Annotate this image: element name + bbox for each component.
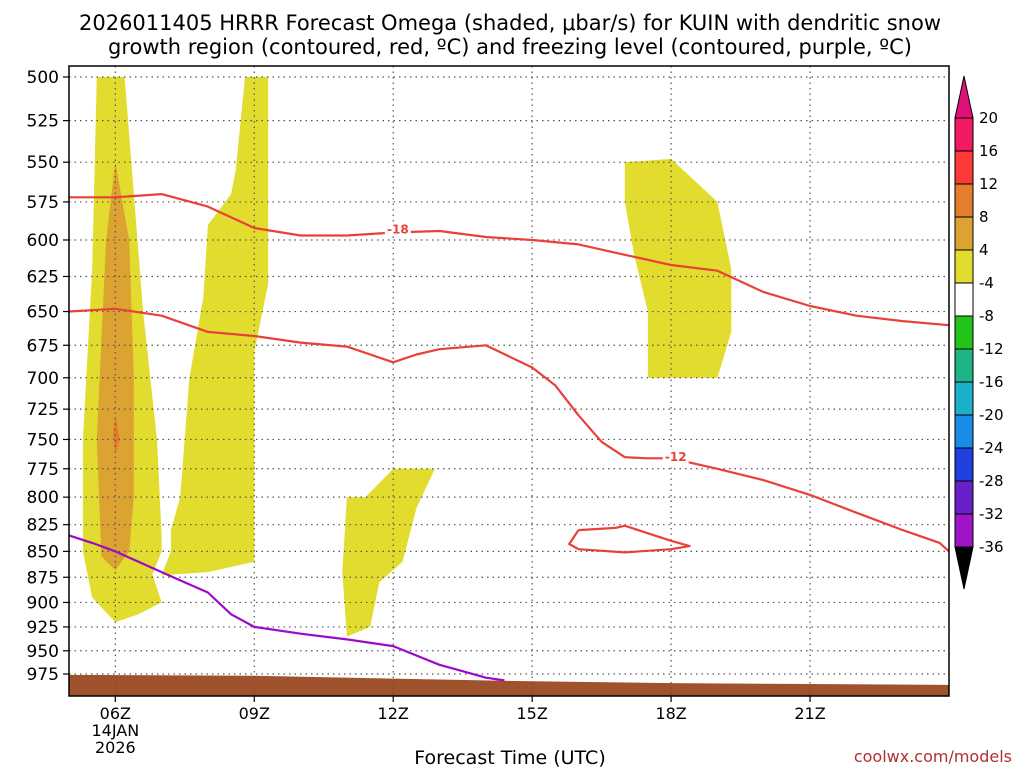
omega-region-1 — [161, 77, 269, 576]
contour-lines — [68, 193, 950, 682]
colorbar-label-10: -24 — [979, 439, 1004, 457]
y-tick-label-550: 550 — [27, 153, 59, 173]
contour-label-bg-0 — [384, 221, 411, 237]
contour-label-bg-1 — [662, 449, 689, 465]
x-tick-sublabel-year: 2026 — [95, 738, 136, 757]
colorbar-swatch-6 — [954, 315, 974, 350]
colorbar-swatch-4 — [954, 249, 974, 284]
colorbar-label-1: 16 — [979, 142, 998, 160]
x-tick-label-09Z: 09Z — [239, 704, 270, 723]
dgz-contour-line-2 — [568, 524, 691, 554]
colorbar-label-8: -16 — [979, 373, 1004, 391]
colorbar-swatch-11 — [954, 480, 974, 515]
y-tick-label-750: 750 — [27, 430, 59, 450]
y-axis: 500 525 550 575 600 625 650 675 700 725 750 775 800 8… — [27, 68, 69, 685]
omega-region-4 — [342, 468, 435, 637]
x-tick-sublabel-date: 14JAN — [91, 721, 139, 740]
x-tick-label-21Z: 21Z — [794, 704, 825, 723]
x-tick-label-18Z: 18Z — [655, 704, 686, 723]
colorbar-label-12: -32 — [979, 505, 1004, 523]
y-tick-label-625: 625 — [27, 267, 59, 287]
y-tick-label-775: 775 — [27, 460, 59, 480]
y-tick-label-500: 500 — [27, 68, 59, 88]
colorbar-swatch-3 — [954, 216, 974, 251]
colorbar-label-0: 20 — [979, 109, 998, 127]
colorbar-label-6: -8 — [979, 307, 994, 325]
x-axis-title: Forecast Time (UTC) — [414, 747, 605, 768]
chart-title-line-2: growth region (contoured, red, ºC) and f… — [108, 35, 912, 59]
credit-label: coolwx.com/models — [854, 747, 1012, 766]
colorbar-label-11: -28 — [979, 472, 1004, 490]
colorbar-label-7: -12 — [979, 340, 1004, 358]
colorbar-label-9: -20 — [979, 406, 1004, 424]
grid — [69, 66, 949, 696]
y-tick-label-975: 975 — [27, 665, 59, 685]
omega-region-2 — [96, 162, 134, 571]
y-tick-label-925: 925 — [27, 618, 59, 638]
colorbar-label-5: -4 — [979, 274, 994, 292]
y-tick-label-825: 825 — [27, 516, 59, 536]
colorbar-bottom-arrow — [954, 546, 974, 590]
y-tick-label-675: 675 — [27, 336, 59, 356]
colorbar-swatch-8 — [954, 381, 974, 416]
contour-labels: -18 -12 — [384, 221, 689, 465]
plot-frame — [68, 65, 950, 697]
contour-label-1: -12 — [665, 450, 687, 464]
y-tick-label-650: 650 — [27, 303, 59, 323]
terrain-fill — [69, 674, 949, 696]
y-tick-label-900: 900 — [27, 593, 59, 613]
dgz-contour-line-1 — [68, 307, 950, 553]
colorbar: 20 16 12 8 4 -4 -8 -12 -16 -20 -24 -28 -32 -36 — [954, 75, 1004, 590]
omega-shading — [82, 77, 732, 637]
x-tick-label-12Z: 12Z — [378, 704, 409, 723]
colorbar-swatch-9 — [954, 414, 974, 449]
y-tick-label-575: 575 — [27, 193, 59, 213]
colorbar-swatch-0 — [954, 117, 974, 152]
colorbar-label-13: -36 — [979, 538, 1004, 556]
x-tick-label-15Z: 15Z — [516, 704, 547, 723]
y-tick-label-950: 950 — [27, 642, 59, 662]
colorbar-swatch-12 — [954, 513, 974, 548]
colorbar-swatch-1 — [954, 150, 974, 185]
y-tick-label-875: 875 — [27, 568, 59, 588]
y-tick-label-800: 800 — [27, 488, 59, 508]
colorbar-top-arrow — [954, 75, 974, 119]
omega-region-5 — [624, 158, 732, 378]
contour-label-0: -18 — [387, 222, 409, 236]
terrain-layer — [69, 674, 949, 696]
y-tick-label-850: 850 — [27, 542, 59, 562]
y-tick-label-525: 525 — [27, 112, 59, 132]
colorbar-swatch-5 — [954, 282, 974, 317]
colorbar-swatch-2 — [954, 183, 974, 218]
freezing-level-line — [68, 534, 505, 682]
colorbar-swatch-7 — [954, 348, 974, 383]
colorbar-label-2: 12 — [979, 175, 998, 193]
x-tick-label-06Z: 06Z — [100, 704, 131, 723]
y-tick-label-600: 600 — [27, 231, 59, 251]
colorbar-label-4: 4 — [979, 241, 989, 259]
colorbar-label-3: 8 — [979, 208, 989, 226]
chart-title-line-1: 2026011405 HRRR Forecast Omega (shaded, … — [79, 11, 941, 35]
y-tick-label-700: 700 — [27, 369, 59, 389]
colorbar-swatch-10 — [954, 447, 974, 482]
dgz-contour-line-0 — [69, 193, 950, 327]
y-tick-label-725: 725 — [27, 400, 59, 420]
